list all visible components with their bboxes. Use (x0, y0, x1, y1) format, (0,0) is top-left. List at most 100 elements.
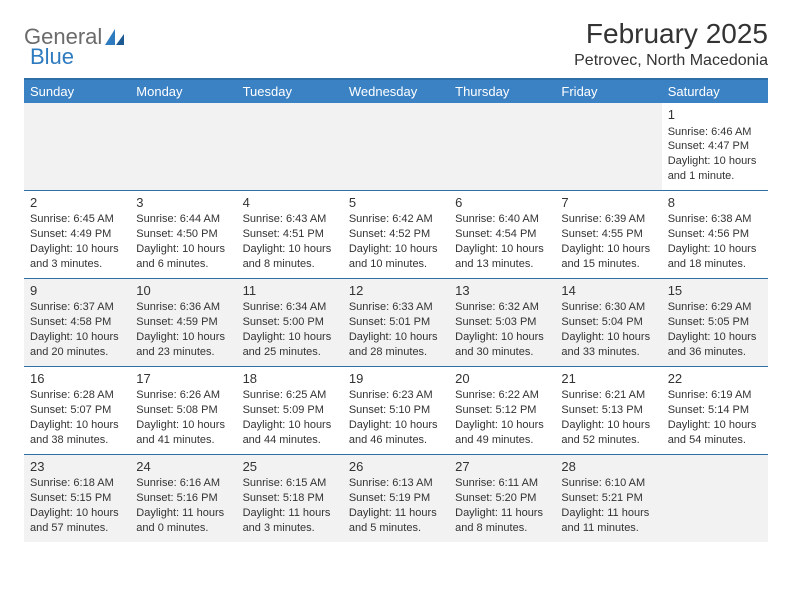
sunrise-line: Sunrise: 6:13 AM (349, 476, 443, 491)
daylight-line: Daylight: 10 hours (668, 418, 762, 433)
daylight-line: and 36 minutes. (668, 345, 762, 360)
sunset-line: Sunset: 4:50 PM (136, 227, 230, 242)
calendar-cell: 4Sunrise: 6:43 AMSunset: 4:51 PMDaylight… (237, 190, 343, 278)
daylight-line: Daylight: 10 hours (30, 330, 124, 345)
daylight-line: and 33 minutes. (561, 345, 655, 360)
day-number: 5 (349, 194, 443, 212)
calendar-cell (449, 103, 555, 190)
sunrise-line: Sunrise: 6:23 AM (349, 388, 443, 403)
sunset-line: Sunset: 4:59 PM (136, 315, 230, 330)
day-number: 11 (243, 282, 337, 300)
calendar-cell: 28Sunrise: 6:10 AMSunset: 5:21 PMDayligh… (555, 454, 661, 541)
day-number: 12 (349, 282, 443, 300)
calendar-head: SundayMondayTuesdayWednesdayThursdayFrid… (24, 79, 768, 103)
calendar-cell: 6Sunrise: 6:40 AMSunset: 4:54 PMDaylight… (449, 190, 555, 278)
day-number: 17 (136, 370, 230, 388)
day-number: 24 (136, 458, 230, 476)
calendar-cell: 23Sunrise: 6:18 AMSunset: 5:15 PMDayligh… (24, 454, 130, 541)
sunrise-line: Sunrise: 6:11 AM (455, 476, 549, 491)
calendar-cell: 10Sunrise: 6:36 AMSunset: 4:59 PMDayligh… (130, 278, 236, 366)
daylight-line: and 28 minutes. (349, 345, 443, 360)
daylight-line: Daylight: 10 hours (30, 506, 124, 521)
sunset-line: Sunset: 5:13 PM (561, 403, 655, 418)
day-number: 6 (455, 194, 549, 212)
daylight-line: Daylight: 10 hours (561, 418, 655, 433)
sunrise-line: Sunrise: 6:40 AM (455, 212, 549, 227)
daylight-line: and 44 minutes. (243, 433, 337, 448)
calendar-cell: 19Sunrise: 6:23 AMSunset: 5:10 PMDayligh… (343, 366, 449, 454)
sunrise-line: Sunrise: 6:25 AM (243, 388, 337, 403)
calendar-row: 2Sunrise: 6:45 AMSunset: 4:49 PMDaylight… (24, 190, 768, 278)
day-number: 28 (561, 458, 655, 476)
daylight-line: Daylight: 11 hours (349, 506, 443, 521)
sunset-line: Sunset: 5:08 PM (136, 403, 230, 418)
weekday-header: Monday (130, 79, 236, 103)
weekday-header: Saturday (662, 79, 768, 103)
sunset-line: Sunset: 5:15 PM (30, 491, 124, 506)
calendar-cell: 26Sunrise: 6:13 AMSunset: 5:19 PMDayligh… (343, 454, 449, 541)
calendar-cell (24, 103, 130, 190)
sunset-line: Sunset: 5:00 PM (243, 315, 337, 330)
day-number: 14 (561, 282, 655, 300)
daylight-line: Daylight: 10 hours (30, 418, 124, 433)
weekday-header: Thursday (449, 79, 555, 103)
logo-sail-icon (104, 28, 126, 46)
sunset-line: Sunset: 5:18 PM (243, 491, 337, 506)
logo-blue-text: Blue (30, 44, 74, 70)
calendar-cell: 3Sunrise: 6:44 AMSunset: 4:50 PMDaylight… (130, 190, 236, 278)
daylight-line: Daylight: 11 hours (243, 506, 337, 521)
sunrise-line: Sunrise: 6:44 AM (136, 212, 230, 227)
sunrise-line: Sunrise: 6:30 AM (561, 300, 655, 315)
daylight-line: and 20 minutes. (30, 345, 124, 360)
day-number: 20 (455, 370, 549, 388)
day-number: 26 (349, 458, 443, 476)
sunset-line: Sunset: 5:12 PM (455, 403, 549, 418)
sunset-line: Sunset: 5:01 PM (349, 315, 443, 330)
day-number: 18 (243, 370, 337, 388)
calendar-cell: 1Sunrise: 6:46 AMSunset: 4:47 PMDaylight… (662, 103, 768, 190)
sunset-line: Sunset: 4:54 PM (455, 227, 549, 242)
sunset-line: Sunset: 4:55 PM (561, 227, 655, 242)
calendar-cell (343, 103, 449, 190)
sunset-line: Sunset: 5:07 PM (30, 403, 124, 418)
sunrise-line: Sunrise: 6:39 AM (561, 212, 655, 227)
daylight-line: and 25 minutes. (243, 345, 337, 360)
daylight-line: and 23 minutes. (136, 345, 230, 360)
daylight-line: and 8 minutes. (243, 257, 337, 272)
day-number: 1 (668, 106, 762, 124)
day-number: 10 (136, 282, 230, 300)
daylight-line: Daylight: 10 hours (455, 242, 549, 257)
daylight-line: and 18 minutes. (668, 257, 762, 272)
daylight-line: Daylight: 10 hours (136, 242, 230, 257)
day-number: 16 (30, 370, 124, 388)
weekday-header: Sunday (24, 79, 130, 103)
daylight-line: and 5 minutes. (349, 521, 443, 536)
calendar-row: 1Sunrise: 6:46 AMSunset: 4:47 PMDaylight… (24, 103, 768, 190)
sunrise-line: Sunrise: 6:43 AM (243, 212, 337, 227)
sunset-line: Sunset: 4:47 PM (668, 139, 762, 154)
calendar-row: 23Sunrise: 6:18 AMSunset: 5:15 PMDayligh… (24, 454, 768, 541)
location: Petrovec, North Macedonia (574, 52, 768, 70)
daylight-line: and 54 minutes. (668, 433, 762, 448)
calendar-cell: 20Sunrise: 6:22 AMSunset: 5:12 PMDayligh… (449, 366, 555, 454)
day-number: 8 (668, 194, 762, 212)
daylight-line: Daylight: 10 hours (243, 418, 337, 433)
header: General February 2025 Petrovec, North Ma… (24, 18, 768, 70)
day-number: 19 (349, 370, 443, 388)
calendar-cell: 2Sunrise: 6:45 AMSunset: 4:49 PMDaylight… (24, 190, 130, 278)
sunrise-line: Sunrise: 6:34 AM (243, 300, 337, 315)
daylight-line: Daylight: 10 hours (349, 242, 443, 257)
day-number: 27 (455, 458, 549, 476)
sunset-line: Sunset: 5:14 PM (668, 403, 762, 418)
sunrise-line: Sunrise: 6:37 AM (30, 300, 124, 315)
day-number: 15 (668, 282, 762, 300)
daylight-line: Daylight: 10 hours (561, 330, 655, 345)
calendar-cell: 16Sunrise: 6:28 AMSunset: 5:07 PMDayligh… (24, 366, 130, 454)
sunrise-line: Sunrise: 6:29 AM (668, 300, 762, 315)
sunset-line: Sunset: 5:03 PM (455, 315, 549, 330)
daylight-line: and 3 minutes. (30, 257, 124, 272)
daylight-line: Daylight: 10 hours (668, 154, 762, 169)
calendar-body: 1Sunrise: 6:46 AMSunset: 4:47 PMDaylight… (24, 103, 768, 542)
daylight-line: and 57 minutes. (30, 521, 124, 536)
sunset-line: Sunset: 5:21 PM (561, 491, 655, 506)
